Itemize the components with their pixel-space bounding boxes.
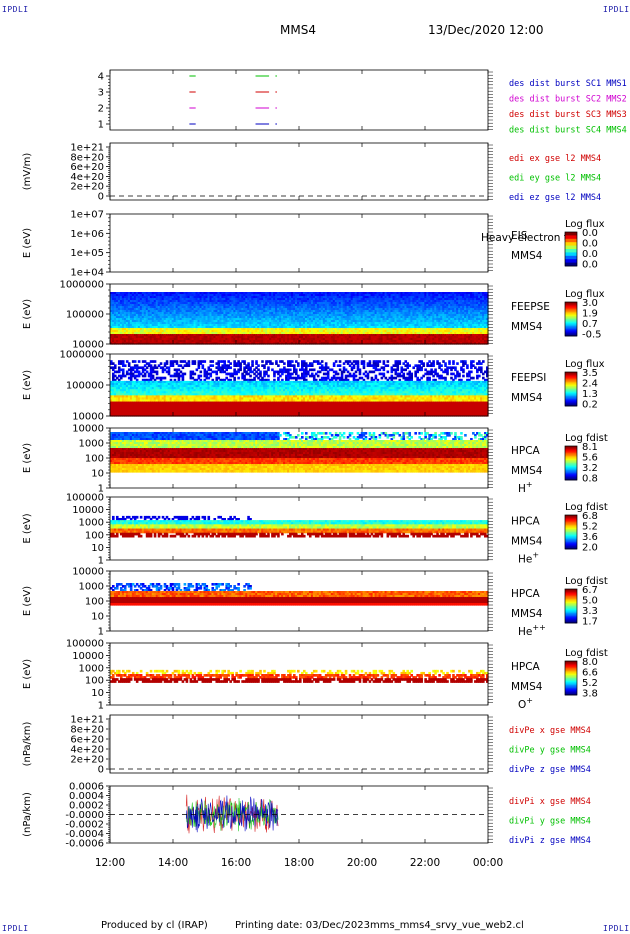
panel-burst: 4 3 2 1 des dist burst SC1 MMS1 des dist burs… (98, 70, 627, 136)
y-tick-label: 1 (98, 120, 104, 131)
y-axis-label: E (eV) (22, 228, 33, 258)
y-tick-label: 2 (98, 104, 104, 115)
colorbar-label: 0.0 (582, 228, 598, 239)
legend-des-dist-burst-sc3-mms3: des dist burst SC3 MMS3 (509, 110, 627, 120)
y-tick-label: 1e+05 (70, 248, 104, 259)
y-tick-label: 1e+04 (70, 268, 104, 279)
colorbar-swatch (565, 259, 577, 263)
y-tick-label: 1e+07 (70, 210, 104, 221)
legend-des-dist-burst-sc4-mms4: des dist burst SC4 MMS4 (509, 126, 627, 136)
legend-edi-ex-gse-l2-mms4: edi ex gse l2 MMS4 (509, 154, 601, 164)
y-tick-label: 0 (98, 192, 104, 203)
colorbar-label: 0.0 (582, 239, 598, 250)
y-axis-label: (mV/m) (22, 153, 33, 191)
legend-des-dist-burst-sc2-mms2: des dist burst SC2 MMS2 (509, 95, 627, 105)
legend-edi-ey-gse-l2-mms4: edi ey gse l2 MMS4 (509, 174, 601, 184)
colorbar-swatch (565, 246, 577, 250)
colorbar-swatch (565, 252, 577, 256)
panel-frame (110, 70, 488, 130)
y-tick-label: 3 (98, 88, 104, 99)
legend-edi-ez-gse-l2-mms4: edi ez gse l2 MMS4 (509, 193, 601, 203)
panel-frame (110, 214, 488, 272)
colorbar-label: 0.0 (582, 260, 598, 271)
colorbar-swatch (565, 256, 577, 260)
colorbar-swatch (565, 249, 577, 253)
colorbar-swatch (565, 235, 577, 239)
spacecraft-name: MMS4 (511, 250, 543, 262)
colorbar-swatch (565, 239, 577, 243)
colorbar-swatch (565, 232, 577, 236)
y-tick-label: 1e+06 (70, 229, 104, 240)
legend-des-dist-burst-sc1-mms1: des dist burst SC1 MMS1 (509, 79, 627, 89)
panel-frame (110, 143, 488, 200)
colorbar-swatch (565, 242, 577, 246)
y-tick-label: 4 (98, 72, 104, 83)
spectrogram-feeps_e (110, 292, 489, 345)
colorbar-label: 0.0 (582, 249, 598, 260)
instrument-overlay-text: Heavy electron to (481, 232, 574, 244)
